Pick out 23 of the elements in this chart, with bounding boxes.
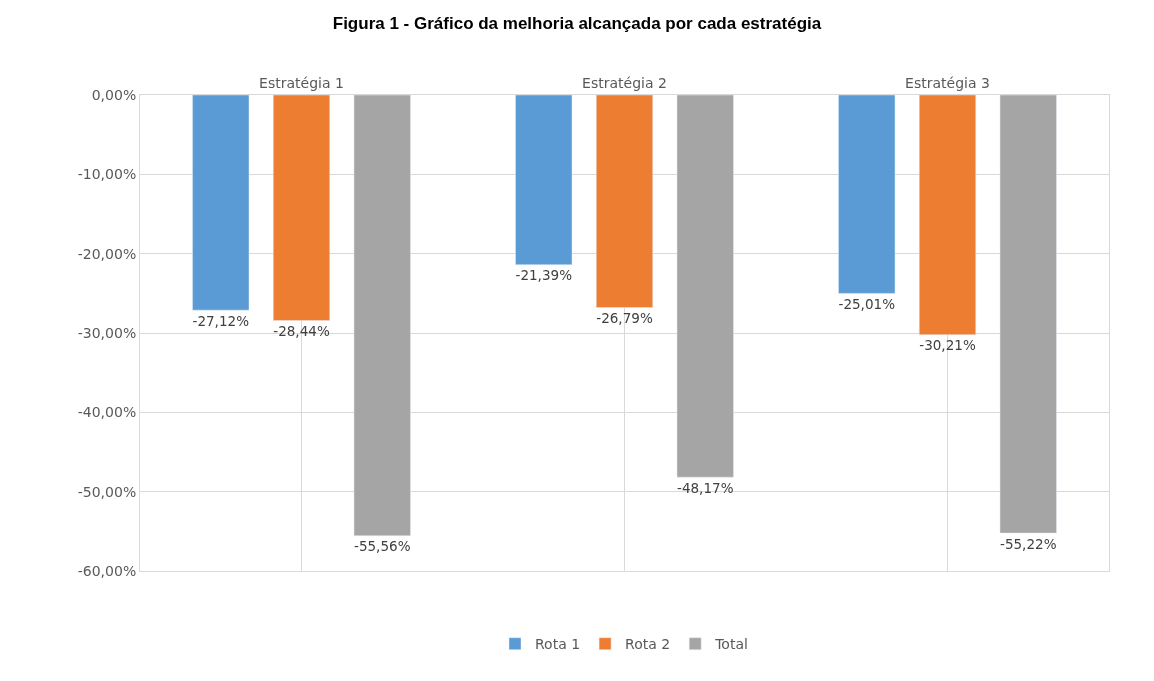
y-tick-label: -30,00%	[77, 324, 137, 341]
data-label: -28,44%	[273, 323, 330, 340]
chart-title: Figura 1 - Gráfico da melhoria alcançada por cada estratégia	[332, 13, 822, 33]
y-tick-label: -50,00%	[77, 483, 137, 500]
data-label: -55,22%	[1000, 535, 1057, 552]
data-label: -30,21%	[919, 337, 976, 354]
legend-label: Rota 1	[535, 636, 581, 653]
data-label: -27,12%	[192, 312, 250, 329]
y-tick-label: -20,00%	[77, 245, 137, 262]
legend-label: Total	[714, 636, 748, 653]
data-label: -26,79%	[596, 310, 653, 327]
y-tick-label: -40,00%	[77, 404, 137, 421]
x-tick-label: Estratégia 2	[582, 75, 667, 92]
legend-label: Rota 2	[625, 636, 671, 653]
x-tick-label: Estratégia 1	[259, 75, 344, 92]
data-label: -48,17%	[677, 479, 734, 496]
x-tick-label: Estratégia 3	[905, 75, 990, 92]
y-tick-label: -10,00%	[77, 166, 137, 183]
y-tick-label: -60,00%	[77, 562, 137, 579]
data-label: -55,56%	[354, 538, 411, 555]
data-label: -21,39%	[515, 267, 573, 284]
data-label: -25,01%	[838, 295, 896, 312]
y-tick-label: 0,00%	[91, 86, 137, 103]
